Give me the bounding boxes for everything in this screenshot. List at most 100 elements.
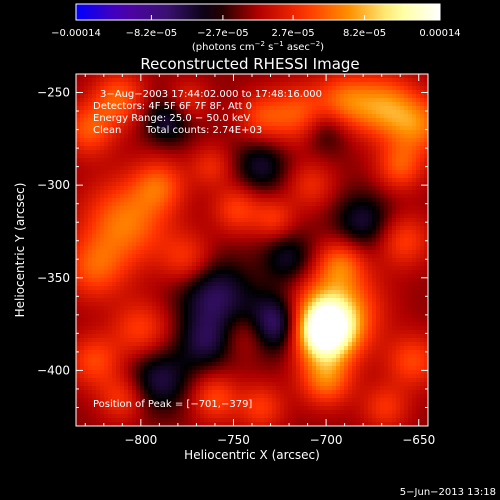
heatmap-cell	[380, 74, 385, 79]
heatmap-cell	[380, 78, 385, 83]
heatmap-cell	[408, 278, 413, 283]
heatmap-cell	[328, 278, 333, 283]
heatmap-cell	[380, 266, 385, 271]
heatmap-cell	[304, 226, 309, 231]
heatmap-cell	[192, 262, 197, 267]
heatmap-cell	[312, 218, 317, 223]
heatmap-cell	[76, 274, 81, 279]
heatmap-cell	[196, 202, 201, 207]
heatmap-cell	[120, 190, 125, 195]
heatmap-cell	[356, 78, 361, 83]
heatmap-cell	[248, 162, 253, 167]
heatmap-cell	[232, 210, 237, 215]
heatmap-cell	[100, 134, 105, 139]
heatmap-cell	[84, 74, 89, 79]
heatmap-cell	[324, 238, 329, 243]
heatmap-cell	[148, 130, 153, 135]
heatmap-cell	[356, 166, 361, 171]
heatmap-cell	[308, 154, 313, 159]
heatmap-cell	[204, 274, 209, 279]
heatmap-cell	[348, 282, 353, 287]
heatmap-cell	[136, 90, 141, 95]
heatmap-cell	[296, 182, 301, 187]
heatmap-cell	[312, 186, 317, 191]
heatmap-cell	[296, 162, 301, 167]
heatmap-cell	[276, 142, 281, 147]
heatmap-cell	[340, 102, 345, 107]
heatmap-cell	[292, 178, 297, 183]
heatmap-cell	[276, 94, 281, 99]
heatmap-cell	[416, 190, 421, 195]
heatmap-cell	[168, 210, 173, 215]
heatmap-cell	[284, 258, 289, 263]
heatmap-cell	[168, 226, 173, 231]
heatmap-cell	[172, 138, 177, 143]
heatmap-cell	[368, 286, 373, 291]
heatmap-cell	[156, 290, 161, 295]
heatmap-cell	[404, 158, 409, 163]
heatmap-cell	[348, 86, 353, 91]
heatmap-cell	[216, 258, 221, 263]
heatmap-cell	[284, 102, 289, 107]
heatmap-cell	[104, 298, 109, 303]
heatmap-cell	[260, 274, 265, 279]
heatmap-cell	[400, 182, 405, 187]
heatmap-cell	[300, 114, 305, 119]
heatmap-cell	[220, 186, 225, 191]
heatmap-cell	[112, 214, 117, 219]
heatmap-cell	[140, 118, 145, 123]
heatmap-cell	[368, 270, 373, 275]
heatmap-cell	[344, 230, 349, 235]
heatmap-cell	[176, 122, 181, 127]
heatmap-cell	[148, 242, 153, 247]
heatmap-cell	[400, 134, 405, 139]
heatmap-cell	[424, 230, 429, 235]
heatmap-cell	[348, 94, 353, 99]
heatmap-cell	[272, 258, 277, 263]
heatmap-cell	[396, 226, 401, 231]
heatmap-cell	[164, 250, 169, 255]
heatmap-cell	[272, 254, 277, 259]
heatmap-cell	[120, 150, 125, 155]
heatmap-cell	[368, 106, 373, 111]
heatmap-cell	[224, 142, 229, 147]
heatmap-cell	[284, 202, 289, 207]
heatmap-cell	[312, 214, 317, 219]
heatmap-cell	[172, 278, 177, 283]
heatmap-cell	[332, 194, 337, 199]
heatmap-cell	[164, 174, 169, 179]
heatmap-cell	[324, 242, 329, 247]
heatmap-cell	[304, 206, 309, 211]
heatmap-cell	[400, 166, 405, 171]
heatmap-cell	[380, 86, 385, 91]
heatmap-cell	[388, 146, 393, 151]
heatmap-cell	[140, 194, 145, 199]
heatmap-cell	[204, 214, 209, 219]
heatmap-cell	[412, 274, 417, 279]
heatmap-cell	[200, 202, 205, 207]
heatmap-cell	[288, 210, 293, 215]
heatmap-cell	[336, 206, 341, 211]
heatmap-cell	[184, 254, 189, 259]
heatmap-cell	[276, 114, 281, 119]
heatmap-cell	[164, 166, 169, 171]
heatmap-cell	[104, 262, 109, 267]
heatmap-cell	[276, 202, 281, 207]
heatmap-cell	[144, 190, 149, 195]
heatmap-cell	[196, 82, 201, 87]
heatmap-cell	[244, 110, 249, 115]
heatmap-cell	[352, 94, 357, 99]
heatmap-cell	[144, 182, 149, 187]
heatmap-cell	[340, 270, 345, 275]
heatmap-cell	[360, 238, 365, 243]
heatmap-cell	[188, 74, 193, 79]
heatmap-cell	[420, 170, 425, 175]
heatmap-cell	[220, 214, 225, 219]
heatmap-cell	[424, 206, 429, 211]
heatmap-cell	[392, 290, 397, 295]
heatmap-cell	[364, 138, 369, 143]
heatmap-cell	[292, 222, 297, 227]
heatmap-cell	[376, 254, 381, 259]
heatmap-cell	[220, 162, 225, 167]
heatmap-cell	[280, 238, 285, 243]
